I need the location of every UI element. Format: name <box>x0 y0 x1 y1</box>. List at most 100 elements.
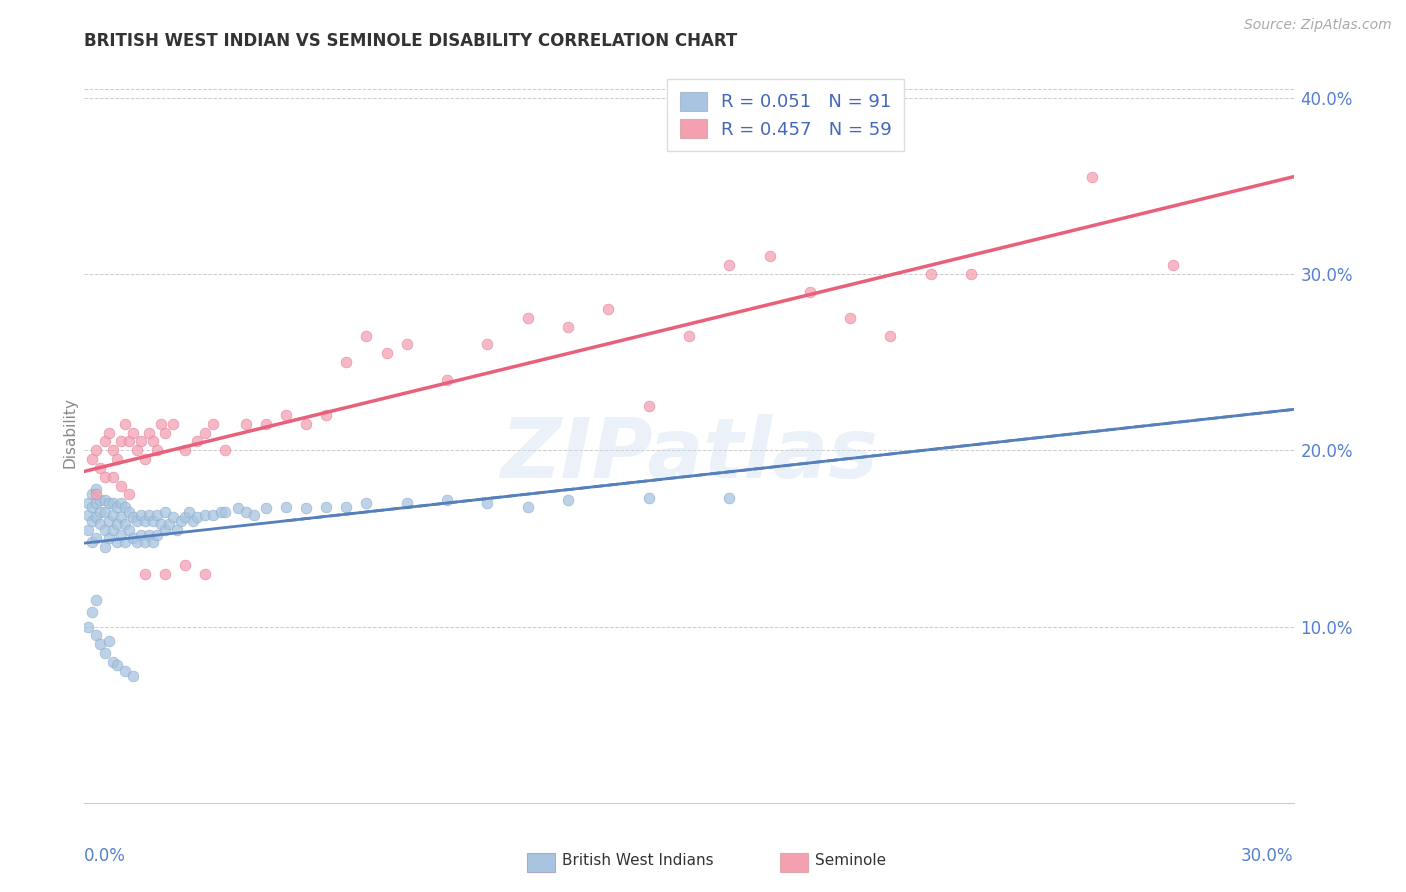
Point <box>86 628 108 642</box>
Point <box>194 566 217 581</box>
Point <box>118 487 141 501</box>
Point <box>97 425 120 440</box>
Point <box>153 523 176 537</box>
Point <box>118 434 141 449</box>
Point <box>114 500 136 514</box>
Point <box>89 461 111 475</box>
Point <box>960 267 983 281</box>
Point <box>146 508 169 523</box>
Point <box>134 514 156 528</box>
Point <box>129 508 152 523</box>
Point <box>295 501 318 516</box>
Point <box>93 505 115 519</box>
Point <box>138 425 160 440</box>
Point <box>202 417 225 431</box>
Point <box>105 500 128 514</box>
Point <box>799 285 821 299</box>
Point <box>718 258 741 272</box>
Point <box>105 658 128 673</box>
Text: British West Indians: British West Indians <box>562 854 714 868</box>
Point <box>110 478 132 492</box>
Point <box>77 619 100 633</box>
Point <box>226 501 249 516</box>
Point <box>598 302 620 317</box>
Point <box>97 532 120 546</box>
Point <box>477 337 499 351</box>
Point <box>97 514 120 528</box>
Point <box>129 434 152 449</box>
Point <box>89 637 111 651</box>
Point <box>105 535 128 549</box>
Point <box>101 469 124 483</box>
Text: 30.0%: 30.0% <box>1241 847 1294 865</box>
Point <box>105 452 128 467</box>
Point <box>86 532 108 546</box>
Point <box>121 669 143 683</box>
Point <box>89 492 111 507</box>
Point <box>105 517 128 532</box>
Point <box>125 514 148 528</box>
Point <box>356 328 378 343</box>
Point <box>637 399 659 413</box>
Point <box>718 491 741 505</box>
Point <box>146 528 169 542</box>
Point <box>153 425 176 440</box>
Point <box>114 664 136 678</box>
Point <box>93 646 115 660</box>
Point <box>89 517 111 532</box>
Point <box>170 514 193 528</box>
Point <box>118 523 141 537</box>
Point <box>129 528 152 542</box>
Point <box>335 355 357 369</box>
Point <box>174 443 197 458</box>
Text: BRITISH WEST INDIAN VS SEMINOLE DISABILITY CORRELATION CHART: BRITISH WEST INDIAN VS SEMINOLE DISABILI… <box>84 32 738 50</box>
Point <box>134 452 156 467</box>
Point <box>114 517 136 532</box>
Point <box>101 655 124 669</box>
Point <box>82 500 104 514</box>
Point <box>174 510 197 524</box>
Point <box>637 491 659 505</box>
Point <box>1161 258 1184 272</box>
Point <box>93 540 115 554</box>
Point <box>93 434 115 449</box>
Text: ZIPatlas: ZIPatlas <box>501 414 877 495</box>
Point <box>758 249 780 263</box>
Point <box>194 425 217 440</box>
Point <box>93 523 115 537</box>
Point <box>82 487 104 501</box>
Point <box>134 535 156 549</box>
Point <box>242 508 264 523</box>
Point <box>202 508 225 523</box>
Point <box>101 496 124 510</box>
Point <box>436 373 458 387</box>
Point <box>295 417 318 431</box>
Point <box>86 487 108 501</box>
Point <box>101 523 124 537</box>
Point <box>93 492 115 507</box>
Point <box>77 523 100 537</box>
Point <box>214 505 236 519</box>
Point <box>162 510 184 524</box>
Point <box>86 510 108 524</box>
Text: Seminole: Seminole <box>815 854 887 868</box>
Point <box>114 417 136 431</box>
Point <box>77 496 100 510</box>
Point <box>142 514 165 528</box>
Point <box>920 267 942 281</box>
Point <box>516 500 538 514</box>
Point <box>101 508 124 523</box>
Point <box>97 633 120 648</box>
Point <box>118 505 141 519</box>
Point <box>186 510 208 524</box>
Point <box>335 500 357 514</box>
Point <box>181 514 204 528</box>
Point <box>82 606 104 620</box>
Point <box>356 496 378 510</box>
Point <box>149 517 172 532</box>
Point <box>82 535 104 549</box>
Point <box>254 501 277 516</box>
Point <box>839 311 862 326</box>
Point <box>436 492 458 507</box>
Point <box>186 434 208 449</box>
